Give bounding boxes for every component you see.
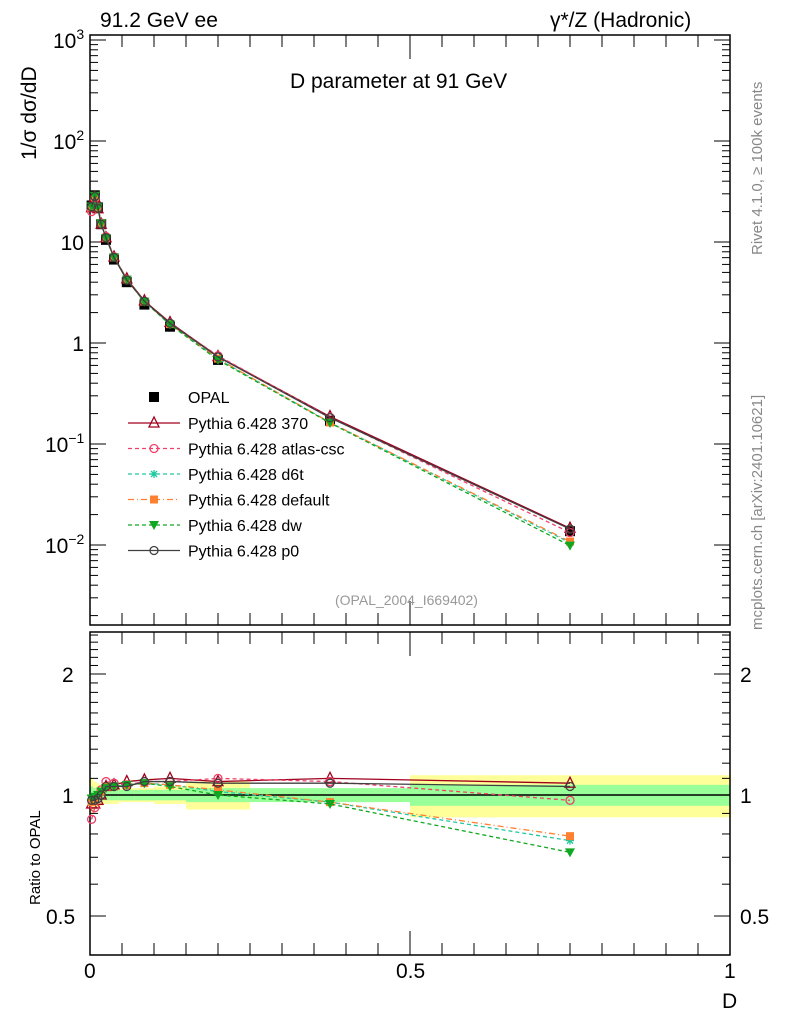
ratio-marker-4 <box>325 799 335 809</box>
ratio-marker-3 <box>566 832 574 841</box>
legend-label-0: Pythia 6.428 370 <box>188 416 308 433</box>
series-marker-3 <box>566 537 574 546</box>
ratio-marker-5 <box>109 781 119 792</box>
ratio-marker-5 <box>325 778 335 788</box>
data-point <box>565 526 575 537</box>
series-line-2 <box>90 194 571 544</box>
y-axis-label: 1/σ dσ/dD <box>18 66 41 160</box>
series-marker-4 <box>165 320 175 330</box>
ratio-marker-4 <box>565 848 575 858</box>
series-marker-5 <box>109 252 119 263</box>
ratio-line-3 <box>91 782 571 837</box>
series-line-4 <box>90 193 571 547</box>
ratio-marker-5 <box>213 778 223 788</box>
y-tick-label: 103 <box>53 26 84 53</box>
legend-marker-data <box>149 392 159 402</box>
top-right-label: γ*/Z (Hadronic) <box>550 9 691 32</box>
top-left-label: 91.2 GeV ee <box>100 9 218 32</box>
y-tick-label: 1 <box>72 333 84 356</box>
ratio-line-4 <box>91 782 571 853</box>
legend-label-1: Pythia 6.428 atlas-csc <box>188 442 345 459</box>
legend-label-2: Pythia 6.428 d6t <box>188 467 304 484</box>
legend-marker-2 <box>150 470 158 478</box>
ratio-marker-5 <box>122 781 132 792</box>
ratio-marker-0 <box>563 775 577 788</box>
ratio-marker-5 <box>96 790 106 800</box>
ratio-marker-5 <box>86 795 97 805</box>
series-marker-5 <box>213 352 223 362</box>
series-line-0 <box>90 195 571 529</box>
ratio-marker-3 <box>214 785 222 794</box>
series-marker-5 <box>139 296 150 306</box>
ratio-y-axis-label: Ratio to OPAL <box>27 810 44 905</box>
series-marker-5 <box>101 233 111 243</box>
mcplots-label: mcplots.cern.ch [arXiv:2401.10621] <box>749 395 766 630</box>
ratio-line-5 <box>91 780 571 801</box>
ratio-marker-1 <box>213 773 223 784</box>
legend-label-5: Pythia 6.428 p0 <box>188 544 299 561</box>
ratio-y-tick-label-right: 2 <box>740 664 752 687</box>
x-tick-label: 1 <box>724 960 736 983</box>
y-tick-label: 102 <box>53 127 84 154</box>
series-marker-5 <box>86 202 97 212</box>
series-marker-5 <box>122 275 132 285</box>
ratio-y-tick-label: 1 <box>62 785 74 808</box>
legend-marker-1 <box>149 443 159 454</box>
legend-label-data: OPAL <box>188 390 230 407</box>
series-line-1 <box>90 196 571 534</box>
ratio-marker-5 <box>165 776 175 787</box>
series-marker-4 <box>565 541 575 551</box>
rivet-label: Rivet 4.1.0, ≥ 100k events <box>749 82 766 255</box>
main-frame <box>89 34 731 626</box>
ratio-marker-5 <box>139 776 150 787</box>
series-marker-5 <box>93 203 103 213</box>
x-axis-label: D <box>722 990 737 1013</box>
series-marker-5 <box>96 219 106 229</box>
legend-label-3: Pythia 6.428 default <box>188 493 330 510</box>
ratio-marker-0 <box>323 770 337 784</box>
ratio-marker-4 <box>213 791 223 800</box>
legend-marker-0 <box>147 415 161 428</box>
x-tick-label: 0.5 <box>396 960 425 983</box>
ratio-marker-1 <box>565 795 575 805</box>
series-marker-5 <box>90 191 100 202</box>
ratio-marker-1 <box>86 814 97 824</box>
ratio-y-tick-label: 0.5 <box>46 906 75 929</box>
ratio-y-tick-label-right: 0.5 <box>740 906 769 929</box>
legend-label-4: Pythia 6.428 dw <box>188 518 302 535</box>
series-line-3 <box>90 194 571 543</box>
series-marker-4 <box>139 297 150 307</box>
legend-marker-4 <box>149 521 159 530</box>
ratio-marker-5 <box>565 781 575 792</box>
ratio-marker-2 <box>566 836 574 845</box>
x-tick-label: 0 <box>84 960 96 983</box>
legend-marker-3 <box>150 495 158 504</box>
watermark: (OPAL_2004_I669402) <box>335 592 478 608</box>
y-tick-label: 10−2 <box>45 531 85 558</box>
series-marker-5 <box>325 413 335 423</box>
ratio-y-tick-label-right: 1 <box>740 785 752 808</box>
ratio-y-tick-label: 2 <box>62 664 74 687</box>
y-tick-label: 10−1 <box>45 430 85 457</box>
series-marker-5 <box>165 318 175 328</box>
legend-marker-5 <box>149 545 159 556</box>
series-marker-5 <box>565 524 575 534</box>
y-tick-label: 10 <box>61 232 84 255</box>
series-line-5 <box>90 194 571 530</box>
chart-title: D parameter at 91 GeV <box>290 70 507 93</box>
